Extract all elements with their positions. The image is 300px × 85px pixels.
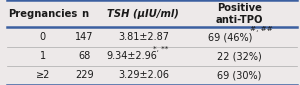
Text: ≥2: ≥2 <box>36 70 50 80</box>
Text: 1: 1 <box>40 51 46 61</box>
Text: 0: 0 <box>40 32 46 42</box>
Text: TSH (μIU/ml): TSH (μIU/ml) <box>107 9 179 19</box>
Text: 9.34±2.96: 9.34±2.96 <box>106 51 157 61</box>
Text: 3.29±2.06: 3.29±2.06 <box>118 70 169 80</box>
Text: *, **: *, ** <box>153 46 169 52</box>
Text: #, ##: #, ## <box>250 26 273 32</box>
Text: 147: 147 <box>75 32 94 42</box>
Text: 22 (32%): 22 (32%) <box>217 51 262 61</box>
Text: 69 (46%): 69 (46%) <box>208 32 253 42</box>
Text: 69 (30%): 69 (30%) <box>217 70 262 80</box>
Text: n: n <box>81 9 88 19</box>
Text: Pregnancies: Pregnancies <box>8 9 77 19</box>
Text: 68: 68 <box>78 51 90 61</box>
Text: Positive
anti-TPO: Positive anti-TPO <box>216 3 263 25</box>
Text: 229: 229 <box>75 70 94 80</box>
Text: 3.81±2.87: 3.81±2.87 <box>118 32 169 42</box>
